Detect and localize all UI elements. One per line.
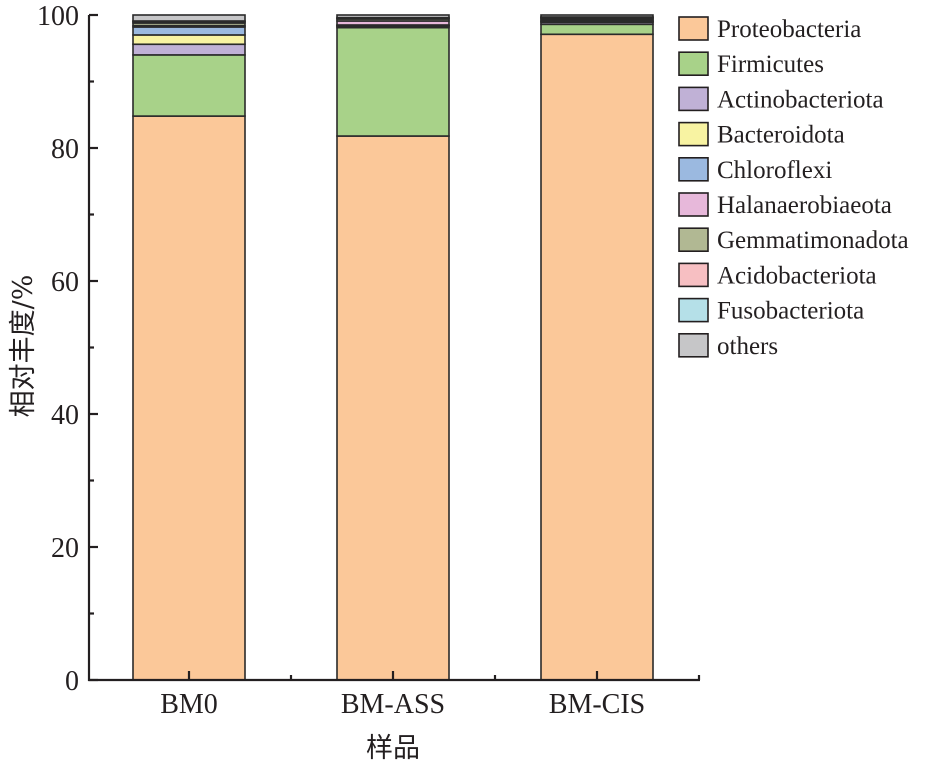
bar-stack-bm-ass — [336, 14, 450, 681]
legend-item-proteobacteria: Proteobacteria — [678, 16, 861, 43]
legend-label: Firmicutes — [717, 51, 824, 78]
x-tick-label: BM-ASS — [341, 689, 445, 720]
legend-label: Gemmatimonadota — [717, 227, 909, 254]
legend-item-gemmatimonadota: Gemmatimonadota — [678, 227, 909, 254]
bar-segment-bacteroidota — [132, 34, 246, 46]
bar-segment-proteobacteria — [540, 33, 654, 681]
legend-item-actinobacteriota: Actinobacteriota — [678, 86, 884, 113]
bar-stack-bm-cis — [540, 14, 654, 681]
legend-swatch — [678, 16, 709, 41]
legend-label: Actinobacteriota — [717, 86, 884, 113]
legend-swatch — [678, 332, 709, 358]
x-ticks-group: BM0 BM-ASS BM-CIS — [160, 671, 701, 720]
x-tick-label: BM0 — [160, 689, 218, 720]
x-tick-label: BM-CIS — [549, 689, 645, 720]
legend-label: others — [717, 333, 778, 360]
legend-label: Fusobacteriota — [717, 298, 864, 325]
y-axis-title: 相对丰度/% — [8, 275, 39, 418]
bar-segment-chloroflexi — [132, 26, 246, 36]
legend-label: Proteobacteria — [717, 16, 861, 43]
y-tick-label: 60 — [51, 267, 79, 298]
legend-label: Halanaerobiaeota — [717, 192, 892, 219]
legend-item-halanaerobiaeota: Halanaerobiaeota — [678, 192, 892, 219]
legend-swatch — [678, 297, 709, 323]
legend-item-firmicutes: Firmicutes — [678, 51, 824, 78]
legend-swatch — [678, 86, 709, 112]
legend: Proteobacteria Firmicutes Actinobacteriota… — [678, 16, 909, 360]
bar-segment-firmicutes — [540, 23, 654, 36]
legend-item-acidobacteriota: Acidobacteriota — [678, 262, 877, 289]
legend-label: Bacteroidota — [717, 122, 845, 149]
bar-segment-firmicutes — [132, 54, 246, 117]
legend-label: Acidobacteriota — [717, 262, 877, 289]
legend-item-fusobacteriota: Fusobacteriota — [678, 297, 864, 325]
y-ticks-group: 0 20 40 60 80 100 — [37, 1, 98, 697]
bars-group — [132, 14, 654, 681]
y-tick-label: 80 — [51, 134, 79, 165]
legend-item-bacteroidota: Bacteroidota — [678, 121, 845, 149]
y-tick-label: 40 — [51, 400, 79, 431]
y-tick-label: 100 — [37, 1, 79, 32]
bar-segment-proteobacteria — [132, 115, 246, 681]
bar-segment-firmicutes — [336, 26, 450, 137]
legend-label: Chloroflexi — [717, 157, 832, 184]
bar-segment-others — [132, 14, 246, 22]
bar-segment-others — [336, 14, 450, 19]
y-tick-label: 0 — [65, 666, 79, 697]
y-tick-label: 20 — [51, 533, 79, 564]
legend-item-chloroflexi: Chloroflexi — [678, 157, 832, 184]
legend-swatch — [678, 192, 709, 217]
legend-swatch — [678, 262, 709, 288]
legend-swatch — [678, 51, 709, 77]
legend-swatch — [678, 157, 709, 182]
legend-swatch — [678, 227, 709, 252]
bar-segment-actinobacteriota — [132, 43, 246, 56]
bar-stack-bm0 — [132, 14, 246, 681]
legend-item-others: others — [678, 332, 778, 360]
legend-swatch — [678, 121, 709, 147]
bar-segment-others — [540, 14, 654, 18]
bar-segment-proteobacteria — [336, 135, 450, 681]
x-axis-title: 样品 — [366, 733, 420, 764]
